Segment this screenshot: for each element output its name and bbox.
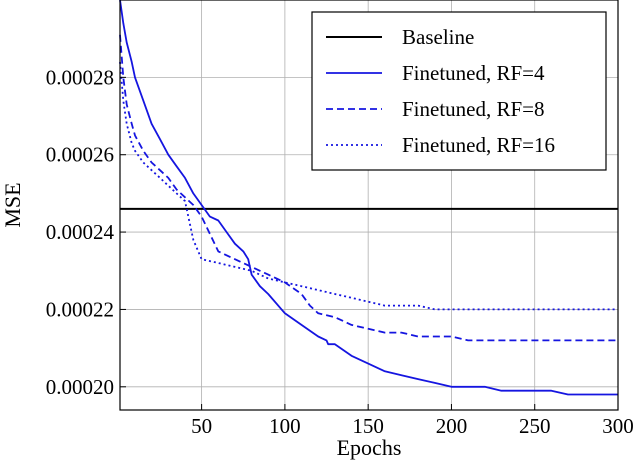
x-tick-label-250: 250 — [519, 414, 551, 438]
axis-ticks: 50 100 150 200 250 300 0.00020 0.00022 0.00024 0.… — [46, 65, 634, 438]
x-tick-label-50: 50 — [191, 414, 212, 438]
series-line-2 — [119, 34, 618, 342]
x-tick-label-100: 100 — [269, 414, 301, 438]
legend-label-rf4: Finetuned, RF=4 — [402, 61, 545, 85]
legend-label-rf8: Finetuned, RF=8 — [402, 97, 545, 121]
x-tick-label-200: 200 — [436, 414, 468, 438]
y-tick-label-1: 0.00022 — [46, 297, 114, 321]
legend-label-baseline: Baseline — [402, 25, 474, 49]
x-axis-label: Epochs — [337, 435, 402, 460]
series-line-1 — [119, 0, 618, 396]
y-tick-label-2: 0.00024 — [46, 220, 115, 244]
legend-label-rf16: Finetuned, RF=16 — [402, 133, 555, 157]
y-tick-label-0: 0.00020 — [46, 375, 114, 399]
x-tick-label-300: 300 — [602, 414, 634, 438]
y-tick-label-3: 0.00026 — [46, 143, 114, 167]
y-axis-label: MSE — [0, 182, 25, 227]
series-lines — [119, 0, 618, 396]
legend-box — [311, 11, 607, 171]
legend: Baseline Finetuned, RF=4 Finetuned, RF=8… — [311, 11, 607, 171]
plot-frame — [119, 0, 619, 411]
x-tick-label-150: 150 — [352, 414, 384, 438]
y-tick-label-4: 0.00028 — [46, 65, 114, 89]
